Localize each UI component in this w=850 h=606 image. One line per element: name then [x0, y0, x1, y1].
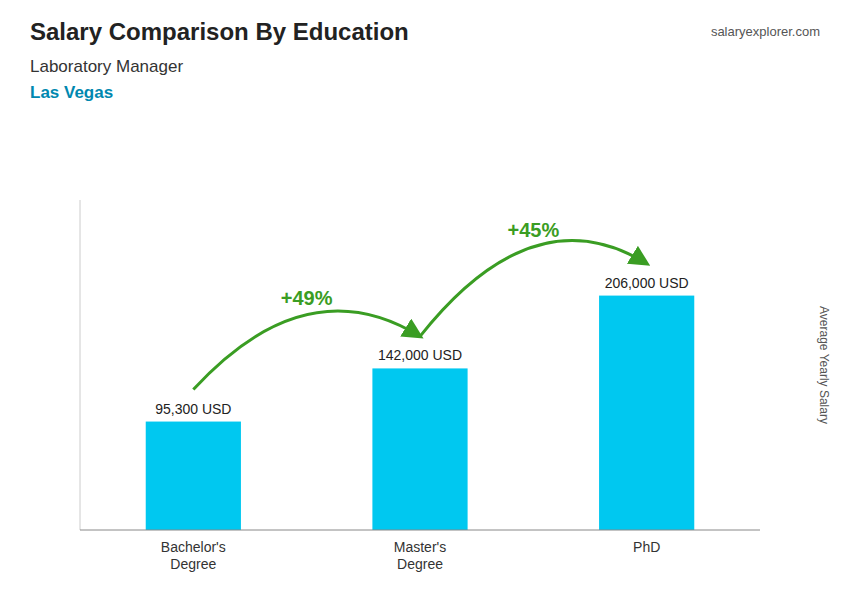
y-axis-label: Average Yearly Salary	[817, 306, 831, 424]
chart: Salary Comparison By Education Laboratory…	[0, 0, 850, 606]
title: Salary Comparison By Education	[30, 18, 409, 45]
change-arrow	[193, 311, 420, 390]
bar	[146, 422, 241, 530]
x-tick-label: PhD	[633, 539, 660, 555]
data-label: 206,000 USD	[605, 275, 689, 291]
bar	[599, 296, 694, 530]
change-arrow	[420, 241, 647, 337]
x-tick-label-line: Master's	[394, 539, 446, 555]
source: salaryexplorer.com	[711, 24, 820, 39]
data-label: 95,300 USD	[155, 401, 231, 417]
bar	[372, 368, 467, 530]
x-tick-label-line: Degree	[170, 556, 216, 572]
subtitle: Las Vegas	[30, 83, 113, 102]
bars	[146, 296, 695, 530]
x-tick-label: Bachelor'sDegree	[161, 539, 226, 572]
data-label: 142,000 USD	[378, 347, 462, 363]
change-label: +45%	[507, 219, 559, 241]
x-tick-label-line: PhD	[633, 539, 660, 555]
x-tick-label-line: Degree	[397, 556, 443, 572]
y-axis-line	[80, 200, 81, 530]
x-tick-label-line: Bachelor's	[161, 539, 226, 555]
change-label: +49%	[281, 287, 333, 309]
subtitle: Laboratory Manager	[30, 57, 183, 76]
x-axis-line	[80, 530, 760, 531]
x-tick-label: Master'sDegree	[394, 539, 446, 572]
